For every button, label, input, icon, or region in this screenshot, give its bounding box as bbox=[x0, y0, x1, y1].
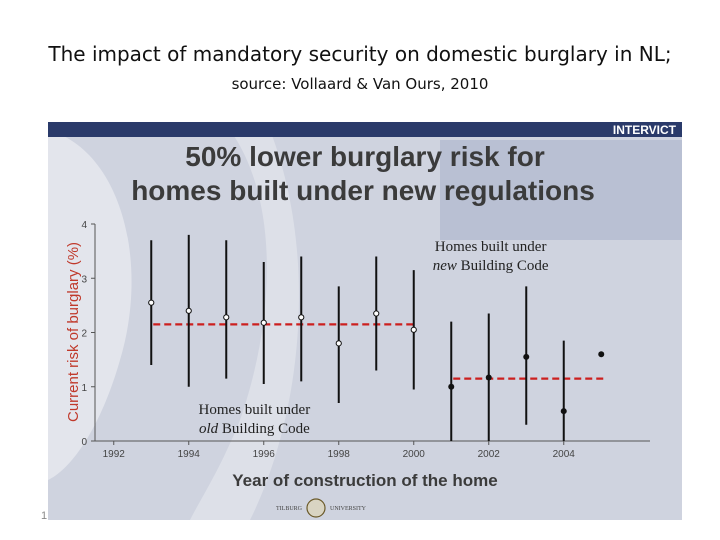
annotation-new-rest: Building Code bbox=[457, 258, 549, 274]
annotation-old-line2: old Building Code bbox=[199, 421, 310, 437]
data-point-new bbox=[560, 408, 567, 415]
y-tick-label: 4 bbox=[81, 220, 87, 231]
y-ticks: 0 1 2 3 4 bbox=[81, 220, 95, 448]
decorative-blue-block bbox=[440, 140, 682, 240]
data-point-old bbox=[185, 307, 192, 314]
annotation-old-rest: Building Code bbox=[218, 421, 310, 437]
data-point-old bbox=[298, 314, 305, 321]
data-point-old bbox=[410, 326, 417, 333]
y-tick-label: 1 bbox=[81, 383, 87, 394]
data-point-new bbox=[523, 353, 530, 360]
university-logo: TILBURG UNIVERSITY bbox=[276, 498, 367, 518]
annotation-new-line2: new Building Code bbox=[433, 258, 549, 274]
x-ticks: 1992 1994 1996 1998 2000 2002 2004 bbox=[103, 441, 576, 460]
data-point-new bbox=[598, 351, 605, 358]
y-tick-label: 2 bbox=[81, 329, 87, 340]
x-axis-title: Year of construction of the home bbox=[232, 471, 497, 490]
y-axis-title: Current risk of burglary (%) bbox=[65, 242, 82, 422]
slide-source: source: Vollaard & Van Ours, 2010 bbox=[231, 75, 489, 93]
data-point-old bbox=[260, 319, 267, 326]
reference-lines bbox=[153, 323, 604, 380]
y-tick-label: 3 bbox=[81, 274, 87, 285]
annotation-old-italic: old bbox=[199, 421, 219, 437]
slide-title: The impact of mandatory security on dome… bbox=[48, 42, 672, 66]
headline-line-2: homes built under new regulations bbox=[131, 175, 595, 206]
data-markers bbox=[148, 234, 605, 441]
data-point-old bbox=[373, 310, 380, 317]
y-tick-label: 0 bbox=[81, 437, 87, 448]
logo-seal bbox=[306, 498, 326, 518]
brand-label: INTERVICT bbox=[613, 123, 677, 137]
annotation-new-italic: new bbox=[433, 258, 457, 274]
x-tick-label: 1992 bbox=[103, 449, 126, 460]
x-tick-label: 1996 bbox=[253, 449, 276, 460]
annotation-old-line1: Homes built under bbox=[199, 402, 311, 418]
decorative-watermark-left bbox=[48, 130, 132, 480]
x-tick-label: 2004 bbox=[553, 449, 576, 460]
data-point-new bbox=[448, 383, 455, 390]
headline-line-1: 50% lower burglary risk for bbox=[185, 141, 545, 172]
slide-number: 1 bbox=[41, 510, 48, 522]
data-point-old bbox=[335, 340, 342, 347]
data-point-old bbox=[223, 314, 230, 321]
x-tick-label: 2002 bbox=[478, 449, 501, 460]
brand-bar bbox=[48, 122, 682, 137]
annotations: Homes built under new Building Code Homes … bbox=[199, 239, 549, 437]
x-tick-label: 2000 bbox=[403, 449, 426, 460]
decorative-watermark-center bbox=[190, 130, 299, 520]
x-tick-label: 1994 bbox=[178, 449, 201, 460]
x-tick-label: 1998 bbox=[328, 449, 351, 460]
data-point-new bbox=[485, 374, 492, 381]
annotation-new-line1: Homes built under bbox=[435, 239, 547, 255]
logo-text-right: UNIVERSITY bbox=[330, 506, 367, 512]
logo-text-left: TILBURG bbox=[276, 506, 303, 512]
data-point-old bbox=[148, 299, 155, 306]
